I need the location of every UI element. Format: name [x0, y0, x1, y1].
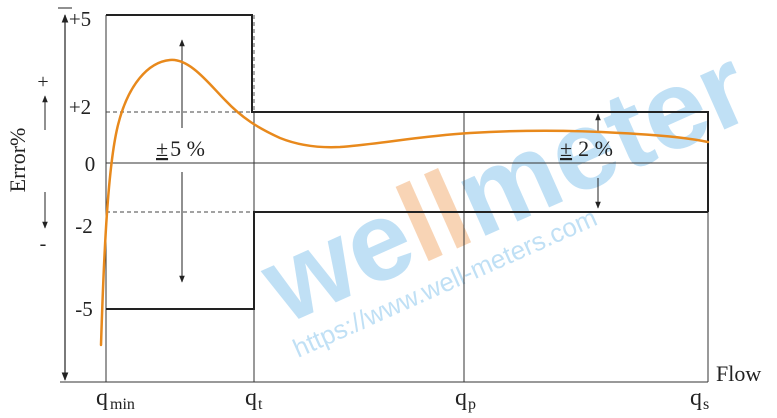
dashed-guides [106, 15, 255, 213]
y-axis-label: Error% [5, 128, 30, 193]
low-zone-annotation: ±5 % [156, 39, 205, 283]
y-minus-sign: - [40, 233, 47, 255]
x-tick-qs: qs [690, 385, 709, 413]
y-tick-label: +2 [69, 95, 91, 119]
x-tick-qt: qt [245, 385, 263, 413]
watermark-brand: wellmeter [243, 23, 767, 348]
y-tick-label: -2 [75, 214, 93, 238]
y-axis: Error% + - [5, 7, 72, 381]
reference-lines [60, 15, 709, 383]
x-axis-label: Flow [716, 361, 761, 386]
upper-limit-line [106, 14, 709, 212]
x-tick-qmin: q min [96, 385, 135, 413]
high-zone-annotation: ±2 % [560, 113, 613, 209]
x-tick-labels: q min qt qp qs Flow [96, 361, 761, 413]
error-envelope [106, 14, 709, 310]
y-tick-labels: +5 +2 0 -2 -5 [69, 7, 95, 321]
low-zone-tolerance-label: ±5 % [156, 136, 205, 161]
lower-limit-line [106, 211, 708, 310]
high-zone-tolerance-label: ±2 % [560, 136, 613, 161]
y-tick-label: -5 [75, 297, 93, 321]
y-plus-sign: + [37, 71, 48, 93]
watermark: wellmeter https://www.well-meters.com [243, 23, 767, 364]
y-tick-label: +5 [69, 7, 91, 31]
y-tick-label: 0 [85, 152, 96, 176]
x-tick-qp: qp [455, 385, 476, 413]
error-curve [99, 58, 710, 347]
